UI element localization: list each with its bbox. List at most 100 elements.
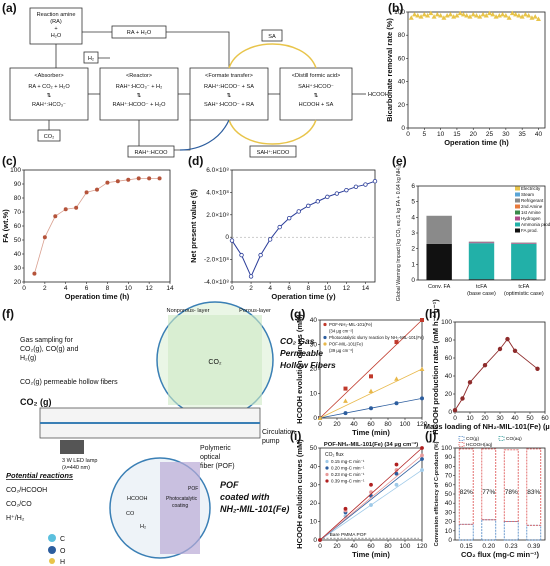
panel-label-d: (d) <box>188 154 203 168</box>
stacked-bar-segment <box>458 448 474 525</box>
inner-coating: coating <box>172 503 188 509</box>
rah-hcoo-box <box>127 145 175 158</box>
data-point <box>412 11 418 17</box>
data-point <box>394 376 399 381</box>
x-tick-label: 12 <box>146 285 154 292</box>
legend-swatch <box>458 442 465 447</box>
led-label-2: (λ=440 nm) <box>62 465 90 471</box>
x-axis-label: Time (min) <box>352 550 390 559</box>
rah-loop <box>179 119 230 151</box>
inner-h2: H₂ <box>140 524 146 530</box>
porous-label: Porous-layer <box>239 308 271 314</box>
y-tick-label: 4 <box>411 214 415 221</box>
x-tick-label: 40 <box>535 131 543 138</box>
data-point <box>496 12 502 18</box>
x-tick-label: 40 <box>511 415 519 422</box>
legend-swatch <box>515 216 520 221</box>
y-tick-label: 60 <box>445 355 453 362</box>
data-point <box>157 176 162 181</box>
data-point <box>394 468 399 472</box>
y-tick-label: 90 <box>14 181 22 188</box>
data-point <box>477 14 483 19</box>
y-tick-label: 10 <box>310 391 318 398</box>
data-point <box>451 14 457 19</box>
x-tick-label: 40 <box>350 543 358 550</box>
data-point <box>420 468 424 472</box>
co2-in-fiber: CO₂ <box>208 359 222 366</box>
pof-coated-3: NH₂-MIL-101(Fe) <box>220 504 289 514</box>
y-axis-label: HCOOH evolution curves (mM) <box>295 439 304 549</box>
legend-label: POF-NH₂-MIL-101(Fe) <box>329 322 373 327</box>
y-tick-label: 0 <box>313 537 317 544</box>
data-point <box>408 15 414 20</box>
data-point <box>306 203 311 209</box>
x-category-label: (optimistic case) <box>504 291 544 297</box>
y-tick-label: 0 <box>448 537 452 544</box>
x-category-label: 0.39 <box>527 543 540 550</box>
data-point <box>526 12 532 18</box>
data-point <box>467 380 473 385</box>
x-tick-label: 25 <box>486 131 494 138</box>
y-tick-label: 40 <box>310 317 318 324</box>
data-point <box>509 10 515 16</box>
legend-swatch <box>515 198 520 203</box>
y-tick-label: 70 <box>445 473 453 480</box>
y-tick-label: 0 <box>401 125 405 132</box>
y-tick-label: 10 <box>310 519 318 526</box>
x-tick-label: 2 <box>249 285 253 292</box>
reactor-line3: RAH⁺:HCOO⁻ + H₂O <box>113 101 167 108</box>
gas-sampling-2: CO₂(g), CO(g) and <box>20 346 78 353</box>
y-tick-label: 90 <box>445 454 453 461</box>
data-point <box>318 538 322 542</box>
stacked-bar-segment <box>511 279 537 280</box>
distill-line3: HCOOH + SA <box>299 102 334 108</box>
data-point <box>474 12 479 18</box>
circulation-1: Circulation <box>262 429 295 436</box>
reaction-1: CO₂/HCOOH <box>6 487 47 494</box>
chart-e: 0 1 2 3 4 5 6 Global Warming Impact [kg CO₂ eq.… <box>396 164 550 301</box>
y-tick-label: 50 <box>310 445 318 452</box>
stacked-bar-segment <box>526 524 542 541</box>
legend-swatch <box>498 436 505 441</box>
plot-frame <box>231 169 376 283</box>
data-point <box>136 176 141 181</box>
data-point <box>483 12 489 18</box>
reactor-box <box>99 67 179 121</box>
y-tick-label: 20 <box>445 391 453 398</box>
data-point <box>497 346 503 352</box>
legend-label: Photocatalytic slurry reaction by NH₂-MI… <box>329 335 424 340</box>
plot-frame <box>454 321 546 413</box>
sa-box <box>261 29 283 42</box>
formate-line1: RAH⁺:HCOO⁻ + SA <box>204 83 254 90</box>
reaction-amine-box <box>29 7 83 45</box>
absorber-line2: ⇅ <box>47 93 52 99</box>
legend-label: CO(g) <box>466 436 479 442</box>
x-axis-label: Mass loading of NH₂-MIL-101(Fe) (µg cm⁻²… <box>424 422 550 431</box>
y-tick-label: 0 <box>411 277 415 284</box>
y-tick-label: 100 <box>441 319 452 326</box>
y-tick-label: 1 <box>411 261 415 268</box>
x-tick-label: 4 <box>64 285 68 292</box>
legend-swatch <box>515 204 520 209</box>
y-tick-label: -4.0×10⁸ <box>204 279 229 286</box>
legend-o-dot <box>48 546 56 554</box>
percent-label: 77% <box>482 489 495 496</box>
polymeric-3: fiber (POF) <box>200 463 235 470</box>
legend-marker <box>323 322 327 327</box>
x-category-label: (base case) <box>467 291 496 297</box>
panel-label-i: (i) <box>290 429 301 443</box>
x-tick-label: 10 <box>324 285 332 292</box>
inner-co: CO <box>126 511 135 517</box>
data-point <box>516 12 522 18</box>
stacked-bar-segment <box>458 523 474 541</box>
co2-permeable-label: CO₂(g) permeable hollow fibers <box>20 379 118 386</box>
legend-label: Electricity <box>521 186 541 191</box>
data-point <box>287 215 292 221</box>
y-tick-label: 60 <box>445 482 453 489</box>
data-point <box>394 462 399 467</box>
legend-label: 1st Amine <box>521 210 541 215</box>
legend-marker <box>325 479 329 483</box>
y-axis-label: Global Warming Impact [kg CO₂ eq./1 kg F… <box>396 164 402 301</box>
